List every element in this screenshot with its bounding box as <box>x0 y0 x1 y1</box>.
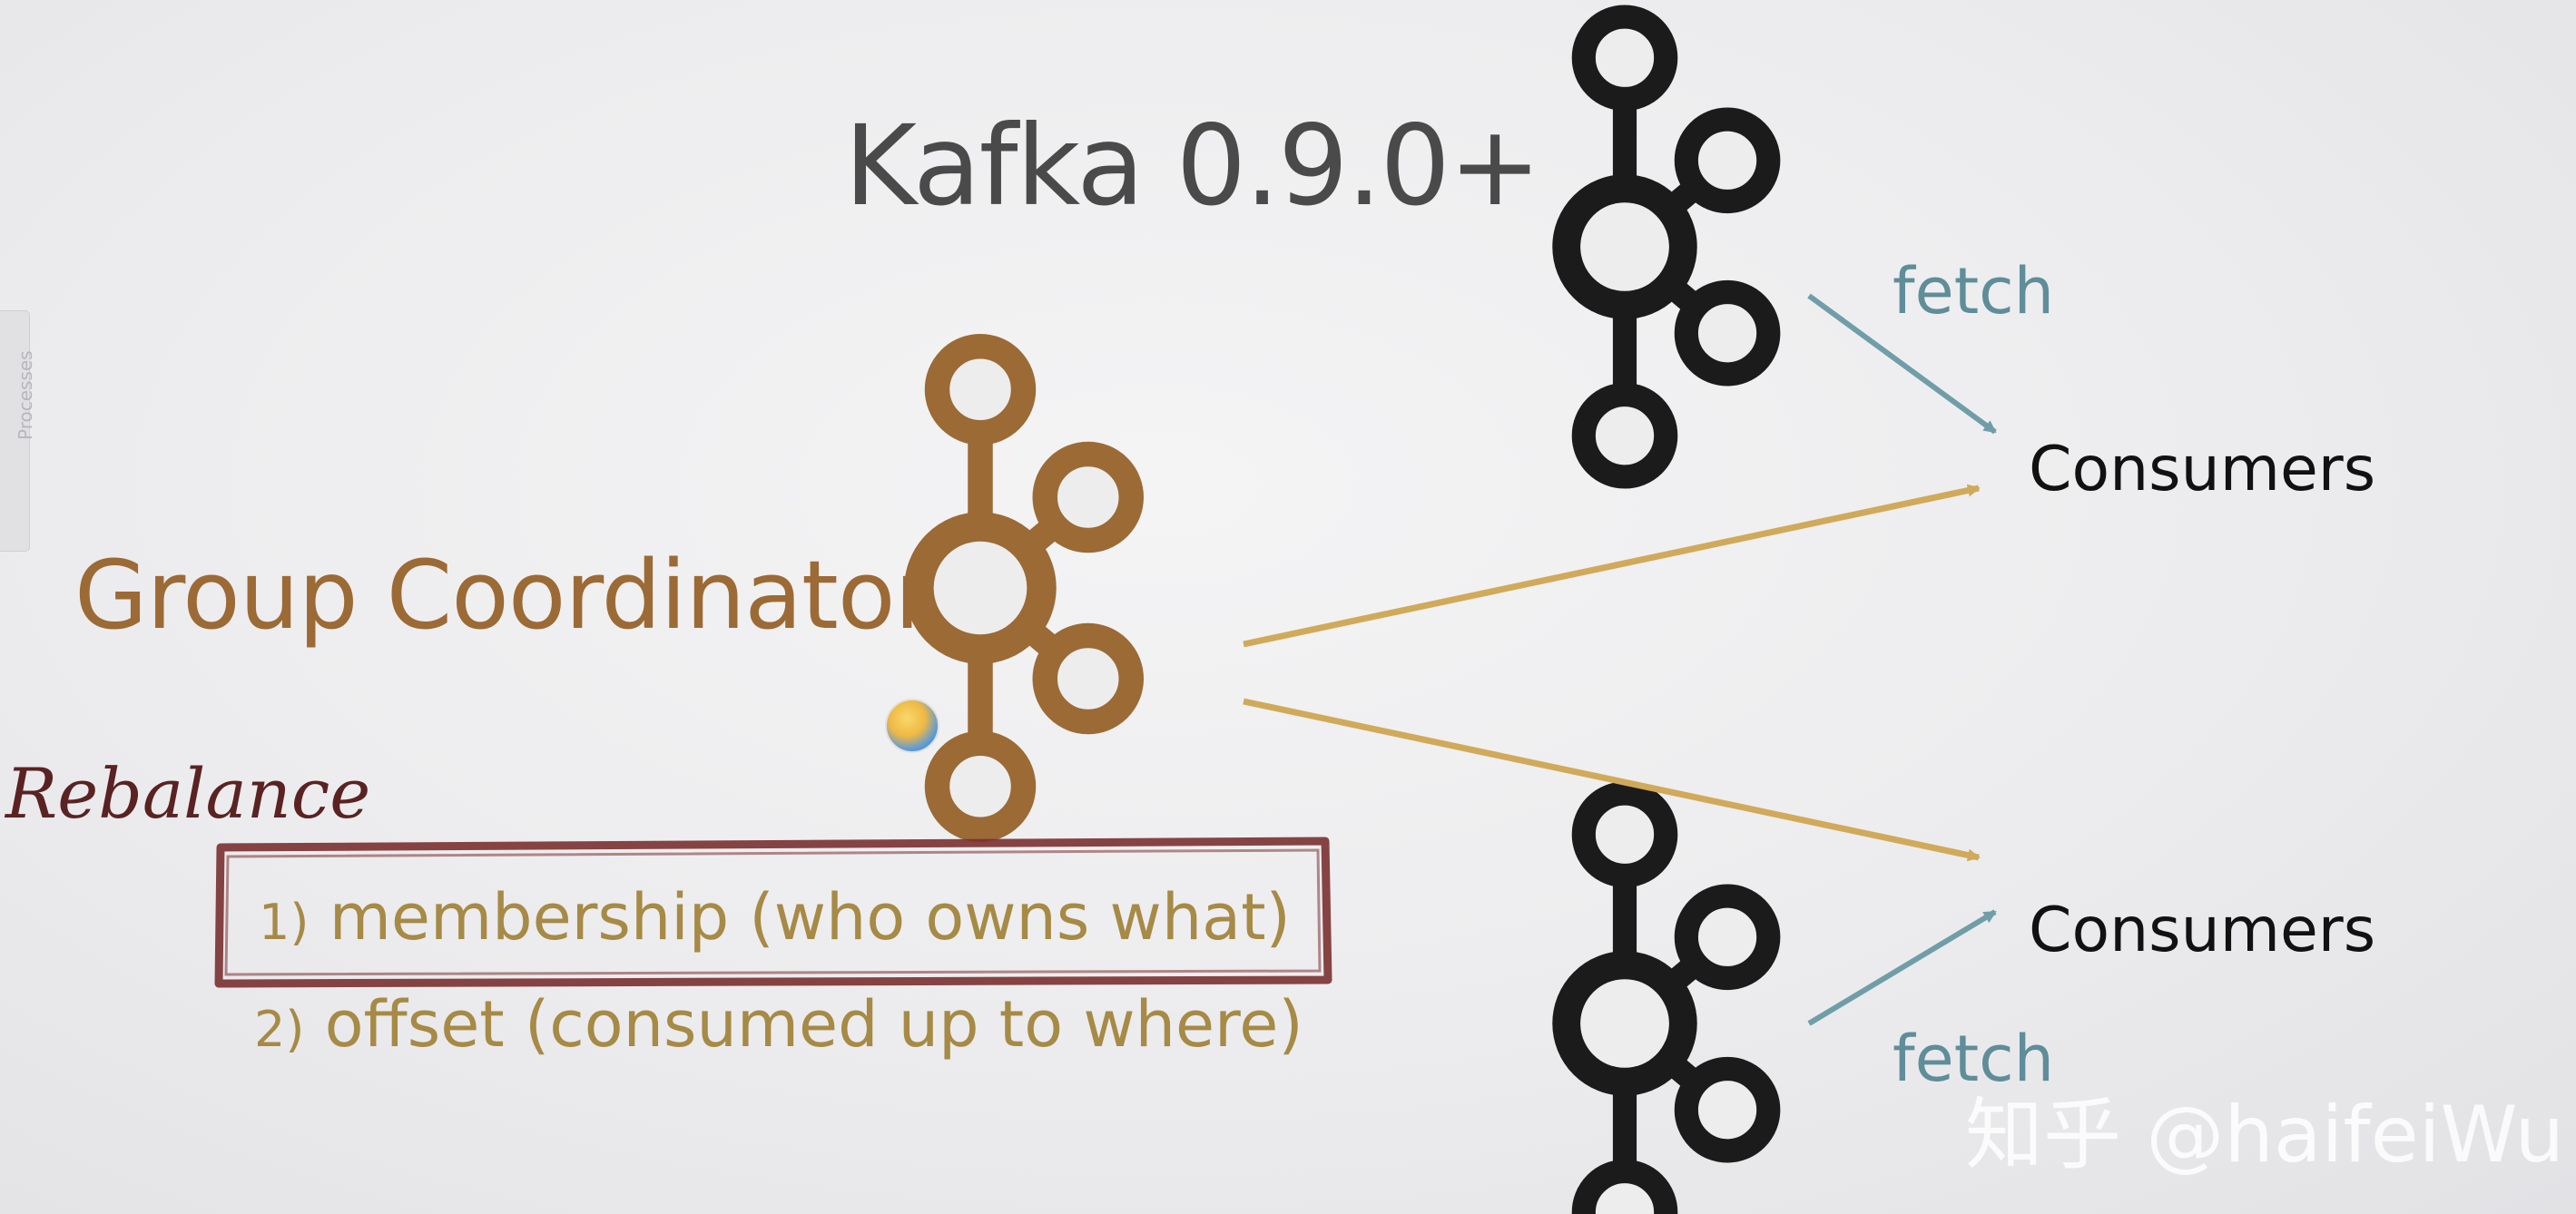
kafka-logo-node <box>1674 884 1781 991</box>
arrow-icon <box>1243 484 1981 648</box>
watermark: 知乎 @haifeiWu <box>1965 1090 2564 1180</box>
fetch-label-bottom: fetch <box>1893 1022 2055 1096</box>
arrow-icon <box>1807 293 1997 435</box>
kafka-logo-center-node <box>1552 174 1697 319</box>
rebalance-item-number: 2) <box>254 1001 305 1058</box>
kafka-logo-node <box>1571 781 1678 888</box>
fetch-label-top: fetch <box>1893 254 2055 328</box>
rebalance-box <box>214 837 1332 988</box>
kafka-logo-hub <box>1580 979 1669 1068</box>
kafka-logo-node <box>1032 622 1144 735</box>
kafka-logo-node <box>1571 1159 1678 1214</box>
kafka-logo-icon <box>1552 5 1781 489</box>
kafka-logo-icon <box>904 334 1144 842</box>
kafka-logo-node <box>1571 5 1678 112</box>
arrow-icon <box>1807 909 1997 1026</box>
kafka-logo-center-node <box>1552 951 1697 1096</box>
slide-title: Kafka 0.9.0+ <box>844 102 1541 230</box>
rebalance-item: 2) offset (consumed up to where) <box>254 987 1303 1062</box>
avatar-badge-icon <box>885 699 939 753</box>
rebalance-item-text: membership (who owns what) <box>329 880 1291 955</box>
kafka-logo-node <box>1571 382 1678 489</box>
kafka-logo-node <box>1674 107 1781 214</box>
kafka-logo-node <box>924 730 1037 842</box>
consumers-label-top: Consumers <box>2029 434 2376 505</box>
consumers-label-bottom: Consumers <box>2029 895 2376 966</box>
kafka-logo-hub <box>1580 202 1669 291</box>
kafka-logo-node <box>1674 279 1781 387</box>
rebalance-item: 1) membership (who owns what) <box>259 880 1291 955</box>
kafka-logo-hub <box>933 541 1027 635</box>
kafka-logo-node <box>1032 441 1144 553</box>
kafka-logo-node <box>1674 1056 1781 1163</box>
kafka-logo-node <box>924 334 1037 445</box>
kafka-logo-icon <box>1552 781 1781 1214</box>
rebalance-item-number: 1) <box>259 894 310 951</box>
kafka-logo-center-node <box>904 512 1057 664</box>
sidebar-tab-label: Processes <box>15 350 36 440</box>
rebalance-box-inner <box>224 848 1322 976</box>
rebalance-label: Rebalance <box>5 753 371 834</box>
sidebar-tab-processes[interactable]: Processes <box>0 310 36 552</box>
group-coordinator-label: Group Coordinator <box>74 540 933 651</box>
arrow-icon <box>1243 698 1981 862</box>
rebalance-item-text: offset (consumed up to where) <box>324 987 1303 1062</box>
